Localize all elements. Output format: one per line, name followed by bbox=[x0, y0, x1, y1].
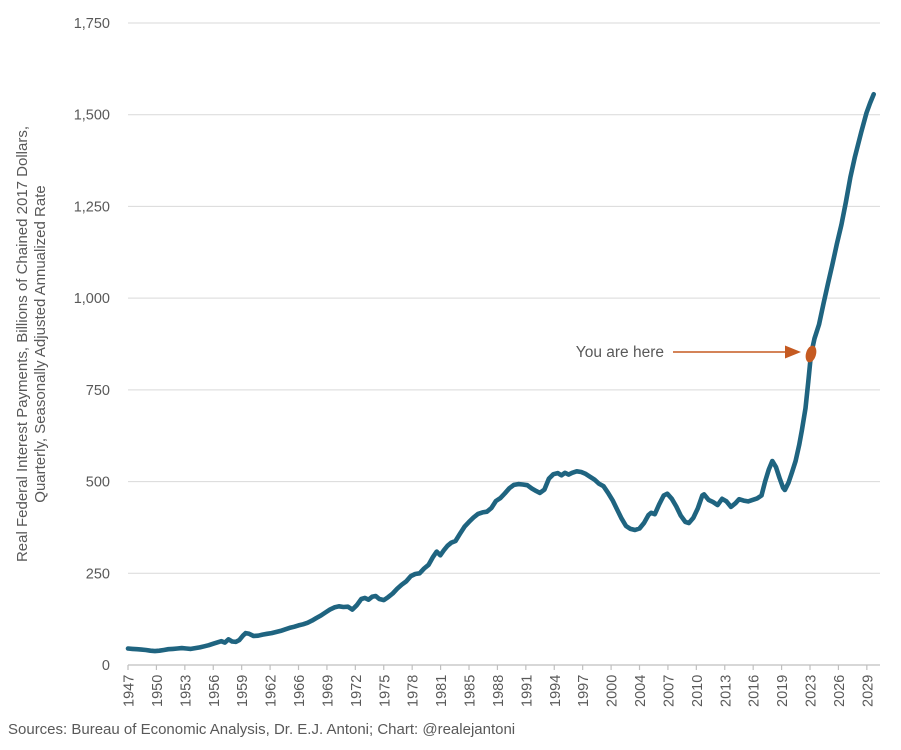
x-tick-label: 1978 bbox=[406, 675, 422, 707]
x-tick-label: 1953 bbox=[178, 675, 194, 707]
x-tick-label: 1985 bbox=[463, 675, 479, 707]
x-tick-label: 1947 bbox=[122, 675, 138, 707]
x-tick-label: 2000 bbox=[605, 675, 621, 707]
x-tick-label: 2016 bbox=[747, 675, 763, 707]
annotation: You are here bbox=[576, 344, 817, 363]
x-tick-label: 1988 bbox=[491, 675, 507, 707]
x-tick-label: 2029 bbox=[860, 675, 876, 707]
x-tick-label: 1950 bbox=[150, 675, 166, 707]
x-tick-label: 1981 bbox=[434, 675, 450, 707]
x-tick-label: 1972 bbox=[349, 675, 365, 707]
x-tick-label: 1991 bbox=[519, 675, 535, 707]
x-axis bbox=[127, 664, 880, 670]
y-tick-label: 500 bbox=[86, 475, 110, 491]
x-tick-label: 1994 bbox=[548, 675, 564, 707]
y-axis-title-line1: Real Federal Interest Payments, Billions… bbox=[14, 126, 31, 562]
x-tick-label: 1997 bbox=[576, 675, 592, 707]
y-tick-label: 1,750 bbox=[74, 16, 110, 32]
x-tick-label: 1966 bbox=[292, 675, 308, 707]
x-axis-labels: 1947 1950 1953 1956 1959 1962 1966 1969 1972 1975… bbox=[122, 675, 877, 707]
y-axis-labels: 0 250 500 750 1,000 1,250 1,500 1,750 bbox=[74, 16, 110, 674]
x-tick-label: 1956 bbox=[207, 675, 223, 707]
y-tick-label: 0 bbox=[102, 658, 110, 674]
annotation-point bbox=[805, 345, 817, 363]
y-tick-label: 1,500 bbox=[74, 108, 110, 124]
gridlines bbox=[128, 22, 880, 574]
y-axis-title-line2: Quarterly, Seasonally Adjusted Annualize… bbox=[32, 185, 49, 502]
y-tick-label: 750 bbox=[86, 383, 110, 399]
x-tick-label: 1975 bbox=[377, 675, 393, 707]
x-tick-label: 2007 bbox=[661, 675, 677, 707]
x-tick-label: 2004 bbox=[633, 675, 649, 707]
x-tick-label: 1962 bbox=[264, 675, 280, 707]
x-tick-label: 2019 bbox=[775, 675, 791, 707]
x-tick-label: 1969 bbox=[320, 675, 336, 707]
annotation-arrow-head bbox=[785, 345, 801, 359]
y-tick-label: 250 bbox=[86, 566, 110, 582]
x-tick-label: 2023 bbox=[804, 675, 820, 707]
annotation-text: You are here bbox=[576, 344, 664, 361]
x-tick-label: 1959 bbox=[235, 675, 251, 707]
x-tick-label: 2026 bbox=[832, 675, 848, 707]
y-tick-label: 1,000 bbox=[74, 291, 110, 307]
x-tick-label: 2010 bbox=[690, 675, 706, 707]
data-line bbox=[125, 91, 876, 654]
x-tick-label: 2013 bbox=[718, 675, 734, 707]
source-note: Sources: Bureau of Economic Analysis, Dr… bbox=[8, 721, 515, 738]
y-tick-label: 1,250 bbox=[74, 199, 110, 215]
